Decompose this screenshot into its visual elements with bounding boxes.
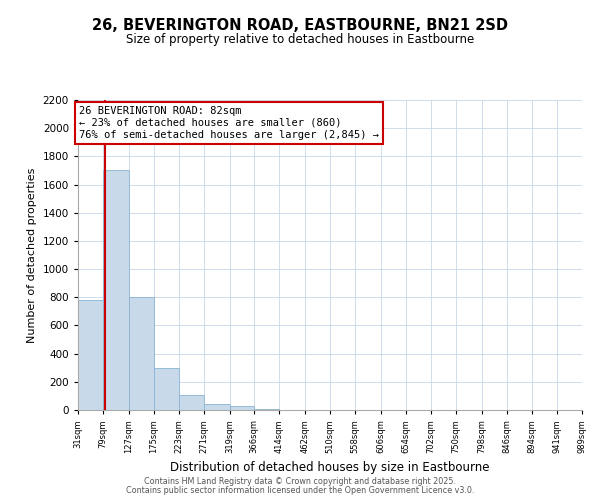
Bar [179, 394, 204, 410]
Bar [103, 170, 128, 410]
Text: 26 BEVERINGTON ROAD: 82sqm
← 23% of detached houses are smaller (860)
76% of sem: 26 BEVERINGTON ROAD: 82sqm ← 23% of deta… [79, 106, 379, 140]
Bar [78, 300, 103, 410]
Text: Contains public sector information licensed under the Open Government Licence v3: Contains public sector information licen… [126, 486, 474, 495]
Bar [230, 406, 254, 410]
Bar [154, 368, 179, 410]
Text: 26, BEVERINGTON ROAD, EASTBOURNE, BN21 2SD: 26, BEVERINGTON ROAD, EASTBOURNE, BN21 2… [92, 18, 508, 32]
X-axis label: Distribution of detached houses by size in Eastbourne: Distribution of detached houses by size … [170, 462, 490, 474]
Y-axis label: Number of detached properties: Number of detached properties [27, 168, 37, 342]
Text: Contains HM Land Registry data © Crown copyright and database right 2025.: Contains HM Land Registry data © Crown c… [144, 477, 456, 486]
Bar [204, 404, 230, 410]
Bar [128, 298, 154, 410]
Text: Size of property relative to detached houses in Eastbourne: Size of property relative to detached ho… [126, 32, 474, 46]
